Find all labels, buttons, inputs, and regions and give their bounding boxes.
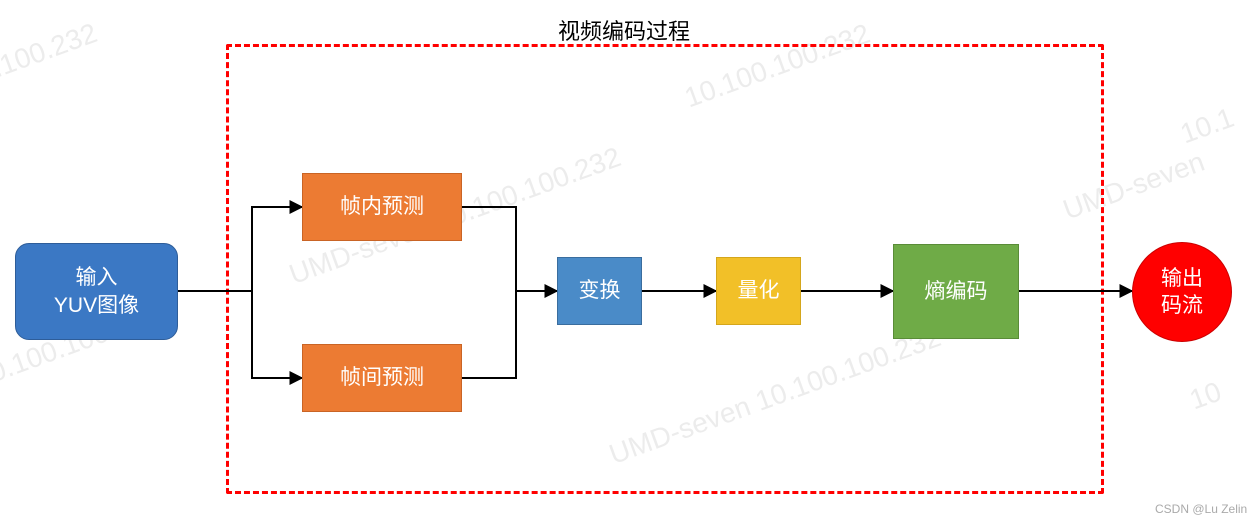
diagram-title: 视频编码过程 xyxy=(558,14,690,46)
credit-text: CSDN @Lu Zelin xyxy=(1155,502,1247,516)
node-inter-prediction: 帧间预测 xyxy=(302,344,462,412)
node-output: 输出码流 xyxy=(1132,242,1232,342)
node-quantize: 量化 xyxy=(716,257,801,325)
watermark: 10.1 xyxy=(1176,102,1238,151)
node-inter-label: 帧间预测 xyxy=(340,364,424,391)
node-entropy-label: 熵编码 xyxy=(925,278,988,305)
node-entropy-coding: 熵编码 xyxy=(893,244,1019,339)
node-input: 输入YUV图像 xyxy=(15,243,178,340)
watermark: 10 xyxy=(1185,376,1225,417)
node-transform-label: 变换 xyxy=(579,277,621,304)
node-input-label: 输入YUV图像 xyxy=(54,264,139,319)
watermark: 10.100.232 xyxy=(0,17,101,95)
node-intra-prediction: 帧内预测 xyxy=(302,173,462,241)
node-intra-label: 帧内预测 xyxy=(340,193,424,220)
node-transform: 变换 xyxy=(557,257,642,325)
node-output-label: 输出码流 xyxy=(1161,265,1203,320)
node-quant-label: 量化 xyxy=(738,277,780,304)
